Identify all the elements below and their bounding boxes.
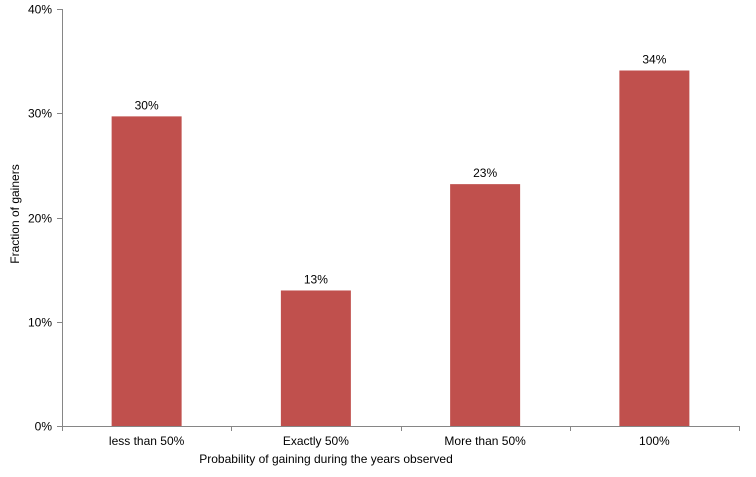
y-tick-label: 10% <box>28 316 52 330</box>
bar <box>450 184 521 426</box>
bar-data-label: 30% <box>135 98 159 112</box>
bar-data-label: 34% <box>642 53 666 67</box>
bar-data-label: 13% <box>304 272 328 286</box>
bar <box>619 70 690 426</box>
x-axis-title: Probability of gaining during the years … <box>199 452 453 466</box>
bar <box>111 116 182 426</box>
x-tick-label: More than 50% <box>444 434 526 448</box>
bar <box>280 290 351 426</box>
y-tick-label: 0% <box>35 420 53 434</box>
y-tick-label: 30% <box>28 107 52 121</box>
y-tick-label: 40% <box>28 3 52 17</box>
x-tick-label: less than 50% <box>109 434 185 448</box>
data-labels: 30% 13% 23% 34% <box>135 53 667 287</box>
y-tick-label: 20% <box>28 212 52 226</box>
y-axis-title: Fraction of gainers <box>8 164 22 263</box>
y-axis: 0% 10% 20% 30% 40% <box>28 3 63 434</box>
x-axis: less than 50% Exactly 50% More than 50% 100… <box>62 426 740 448</box>
bars <box>111 70 690 426</box>
x-tick-label: Exactly 50% <box>283 434 349 448</box>
x-tick-label: 100% <box>639 434 670 448</box>
bar-data-label: 23% <box>473 166 497 180</box>
